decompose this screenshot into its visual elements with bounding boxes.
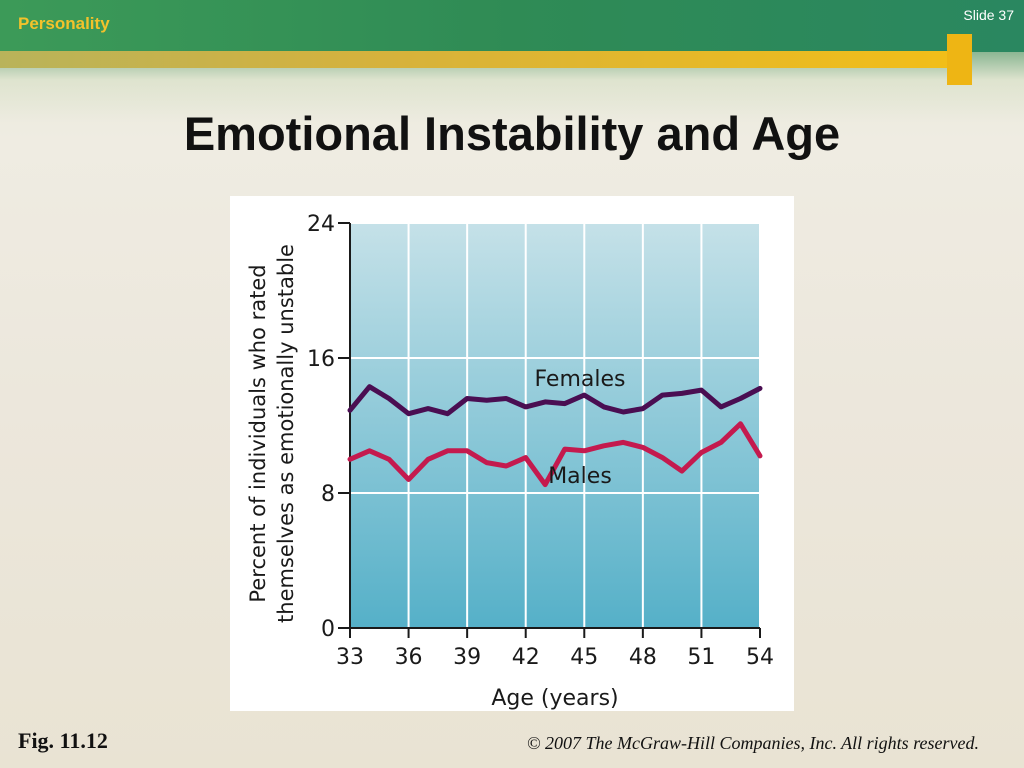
y-axis-label: themselves as emotionally unstable: [274, 244, 298, 623]
y-axis-label: Percent of individuals who rated: [246, 264, 270, 602]
series-line-females: [347, 384, 763, 417]
x-tick-label: 36: [395, 645, 423, 670]
x-tick-label: 54: [746, 645, 774, 670]
x-tick-label: 45: [570, 645, 598, 670]
y-tick-label: 24: [307, 212, 335, 237]
series-label-females: Females: [534, 367, 625, 392]
slide-number: Slide 37: [963, 7, 1014, 23]
x-tick-label: 39: [453, 645, 481, 670]
series-label-males: Males: [548, 464, 612, 489]
line-chart: 0 8 16 24 33 36 39 42 45 48 51 54 Age (years) Percent…: [246, 212, 774, 711]
gold-accent-bar: [0, 51, 958, 68]
x-tick-label: 51: [687, 645, 715, 670]
gold-accent-box: [947, 34, 972, 85]
series-line-males: [347, 421, 763, 488]
top-bar: [0, 0, 1024, 52]
copyright-notice: © 2007 The McGraw-Hill Companies, Inc. A…: [526, 733, 979, 753]
x-axis-label: Age (years): [491, 686, 618, 711]
section-label: Personality: [18, 14, 110, 33]
y-tick-label: 16: [307, 347, 335, 372]
chart-figure: 0 8 16 24 33 36 39 42 45 48 51 54 Age (years) Percent…: [230, 196, 794, 711]
x-tick-label: 33: [336, 645, 364, 670]
slide-title: Emotional Instability and Age: [183, 107, 841, 160]
figure-caption: Fig. 11.12: [18, 728, 108, 753]
y-tick-label: 0: [321, 617, 335, 642]
x-tick-label: 42: [512, 645, 540, 670]
y-tick-label: 8: [321, 482, 335, 507]
plot-area: [350, 223, 760, 628]
x-tick-label: 48: [629, 645, 657, 670]
